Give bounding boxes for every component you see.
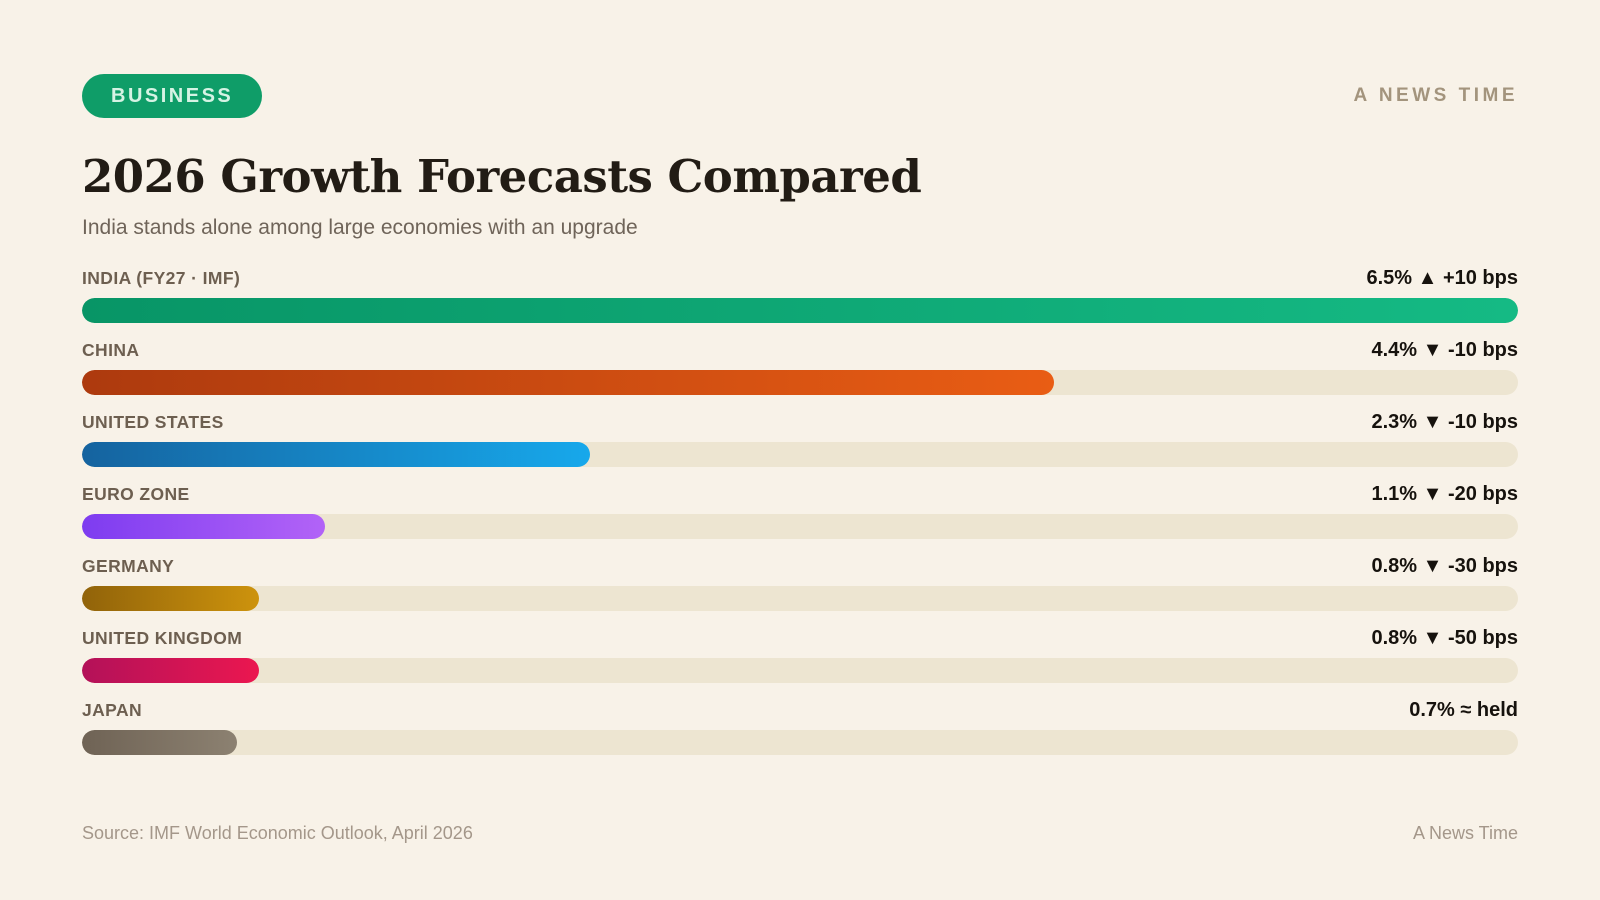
chart-row-germany: GERMANY 0.8% ▼ -30 bps — [82, 555, 1518, 611]
bar-track — [82, 442, 1518, 467]
bar-track — [82, 658, 1518, 683]
row-label: CHINA — [82, 340, 140, 360]
row-head: EURO ZONE 1.1% ▼ -20 bps — [82, 483, 1518, 506]
bar-chart: INDIA (FY27 · IMF) 6.5% ▲ +10 bps CHINA … — [82, 267, 1518, 755]
row-label: INDIA (FY27 · IMF) — [82, 268, 241, 288]
row-value: 0.7% ≈ held — [1409, 699, 1518, 721]
chart-row-china: CHINA 4.4% ▼ -10 bps — [82, 339, 1518, 395]
row-head: GERMANY 0.8% ▼ -30 bps — [82, 555, 1518, 578]
bar-track — [82, 298, 1518, 323]
source-credit: Source: IMF World Economic Outlook, Apri… — [82, 823, 473, 843]
row-head: INDIA (FY27 · IMF) 6.5% ▲ +10 bps — [82, 267, 1518, 290]
row-value: 4.4% ▼ -10 bps — [1371, 339, 1518, 361]
chart-row-united-kingdom: UNITED KINGDOM 0.8% ▼ -50 bps — [82, 627, 1518, 683]
bar-fill — [82, 730, 237, 755]
row-label: UNITED KINGDOM — [82, 628, 243, 648]
bar-track — [82, 514, 1518, 539]
row-head: UNITED STATES 2.3% ▼ -10 bps — [82, 411, 1518, 434]
bar-track — [82, 586, 1518, 611]
row-value: 6.5% ▲ +10 bps — [1366, 267, 1518, 289]
row-value: 0.8% ▼ -50 bps — [1371, 627, 1518, 649]
chart-row-india: INDIA (FY27 · IMF) 6.5% ▲ +10 bps — [82, 267, 1518, 323]
bar-fill — [82, 658, 259, 683]
row-label: JAPAN — [82, 700, 143, 720]
row-value: 0.8% ▼ -30 bps — [1371, 555, 1518, 577]
row-label: EURO ZONE — [82, 484, 190, 504]
row-value: 1.1% ▼ -20 bps — [1371, 483, 1518, 505]
masthead-brand[interactable]: A NEWS TIME — [1353, 85, 1518, 106]
bar-fill — [82, 586, 259, 611]
top-bar: BUSINESS A NEWS TIME — [82, 74, 1518, 118]
bar-track — [82, 730, 1518, 755]
chart-row-united-states: UNITED STATES 2.3% ▼ -10 bps — [82, 411, 1518, 467]
bar-fill — [82, 442, 591, 467]
footer-brand: A News Time — [1412, 823, 1518, 843]
row-head: CHINA 4.4% ▼ -10 bps — [82, 339, 1518, 362]
bar-track — [82, 370, 1518, 395]
row-value: 2.3% ▼ -10 bps — [1371, 411, 1518, 433]
row-label: UNITED STATES — [82, 412, 224, 432]
row-head: UNITED KINGDOM 0.8% ▼ -50 bps — [82, 627, 1518, 650]
chart-row-japan: JAPAN 0.7% ≈ held — [82, 699, 1518, 755]
bar-fill — [82, 298, 1518, 323]
row-label: GERMANY — [82, 556, 175, 576]
bar-fill — [82, 514, 325, 539]
page-title: 2026 Growth Forecasts Compared — [82, 150, 922, 203]
page-subtitle: India stands alone among large economies… — [82, 216, 638, 239]
chart-row-euro-zone: EURO ZONE 1.1% ▼ -20 bps — [82, 483, 1518, 539]
bar-fill — [82, 370, 1055, 395]
business-category-badge[interactable]: BUSINESS — [82, 74, 263, 118]
footer: Source: IMF World Economic Outlook, Apri… — [82, 823, 1518, 844]
row-head: JAPAN 0.7% ≈ held — [82, 699, 1518, 722]
